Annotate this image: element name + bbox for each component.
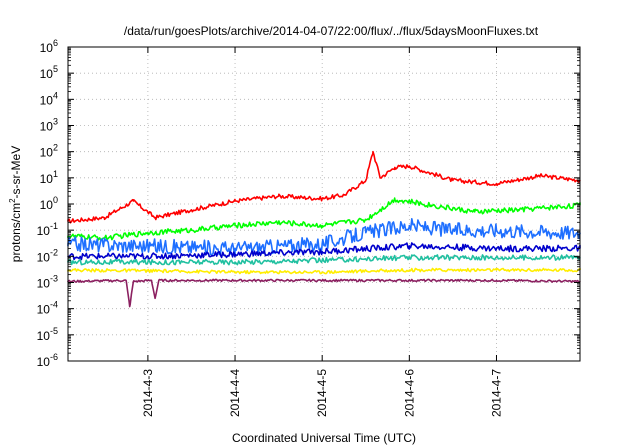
y-tick-label-base: 10 (40, 67, 54, 81)
y-tick-label-exponent: -4 (50, 300, 58, 310)
y-tick-labels: 10-610-510-410-310-210-11001011021031041… (37, 38, 58, 369)
y-tick-label-base: 10 (40, 146, 54, 160)
y-tick-label-base: 10 (37, 277, 51, 291)
y-tick-label: 103 (40, 117, 58, 134)
grid-lines (68, 47, 580, 361)
chart-title: /data/run/goesPlots/archive/2014-04-07/2… (124, 24, 539, 38)
series-line-2 (67, 197, 581, 241)
y-tick-label: 10-6 (37, 352, 58, 369)
y-tick-label: 101 (40, 169, 58, 186)
y-tick-label-exponent: 5 (53, 64, 58, 74)
y-tick-label-base: 10 (37, 303, 51, 317)
x-tick-label: 2014-4-7 (489, 369, 503, 417)
y-tick-label: 102 (40, 143, 58, 160)
x-tick-label: 2014-4-5 (315, 369, 329, 417)
y-tick-label: 10-1 (37, 221, 58, 238)
y-axis-label-tail: -s-sr-MeV (9, 146, 23, 199)
y-tick-label-exponent: -5 (50, 326, 58, 336)
y-tick-label-exponent: 3 (53, 117, 58, 127)
series-line-3 (67, 218, 581, 257)
y-tick-label: 10-4 (37, 300, 58, 317)
y-tick-label: 100 (40, 195, 58, 212)
y-axis-label-base: protons/cm (9, 203, 23, 262)
x-tick-label: 2014-4-6 (402, 369, 416, 417)
y-tick-label-base: 10 (40, 41, 54, 55)
y-tick-label: 105 (40, 64, 58, 81)
y-tick-label-exponent: 0 (53, 195, 58, 205)
x-tick-labels: 2014-4-3 2014-4-4 2014-4-5 2014-4-6 2014-4-7 (141, 369, 504, 417)
series-line-6 (67, 267, 581, 275)
y-tick-label-exponent: 4 (53, 90, 58, 100)
y-tick-label-base: 10 (40, 120, 54, 134)
y-tick-label-exponent: -2 (50, 247, 58, 257)
y-tick-label-base: 10 (40, 172, 54, 186)
y-tick-label: 106 (40, 38, 58, 55)
y-axis-label-sup: 2 (8, 198, 17, 203)
y-tick-label-exponent: 6 (53, 38, 58, 48)
y-tick-label-base: 10 (37, 250, 51, 264)
y-tick-label: 10-2 (37, 247, 58, 264)
series-line-5 (67, 254, 581, 266)
series-line-1 (67, 150, 581, 224)
y-tick-label-base: 10 (37, 224, 51, 238)
y-tick-label-base: 10 (37, 355, 51, 369)
y-tick-label: 104 (40, 90, 58, 107)
y-axis-label: protons/cm2-s-sr-MeV (8, 146, 23, 262)
series-lines (67, 150, 581, 308)
x-axis-label: Coordinated Universal Time (UTC) (232, 431, 416, 445)
y-tick-label-exponent: 2 (53, 143, 58, 153)
plot-frame (67, 46, 581, 362)
y-tick-label-base: 10 (40, 93, 54, 107)
series-line-7 (67, 278, 581, 308)
y-tick-label-base: 10 (37, 329, 51, 343)
y-tick-label-exponent: 1 (53, 169, 58, 179)
series-line-4 (67, 242, 581, 261)
y-tick-label-exponent: -1 (50, 221, 58, 231)
y-tick-label-exponent: -6 (50, 352, 58, 362)
x-tick-label: 2014-4-4 (228, 369, 242, 417)
y-tick-label: 10-3 (37, 274, 58, 291)
y-tick-label: 10-5 (37, 326, 58, 343)
x-tick-label: 2014-4-3 (141, 369, 155, 417)
y-tick-label-exponent: -3 (50, 274, 58, 284)
y-tick-label-base: 10 (40, 198, 54, 212)
